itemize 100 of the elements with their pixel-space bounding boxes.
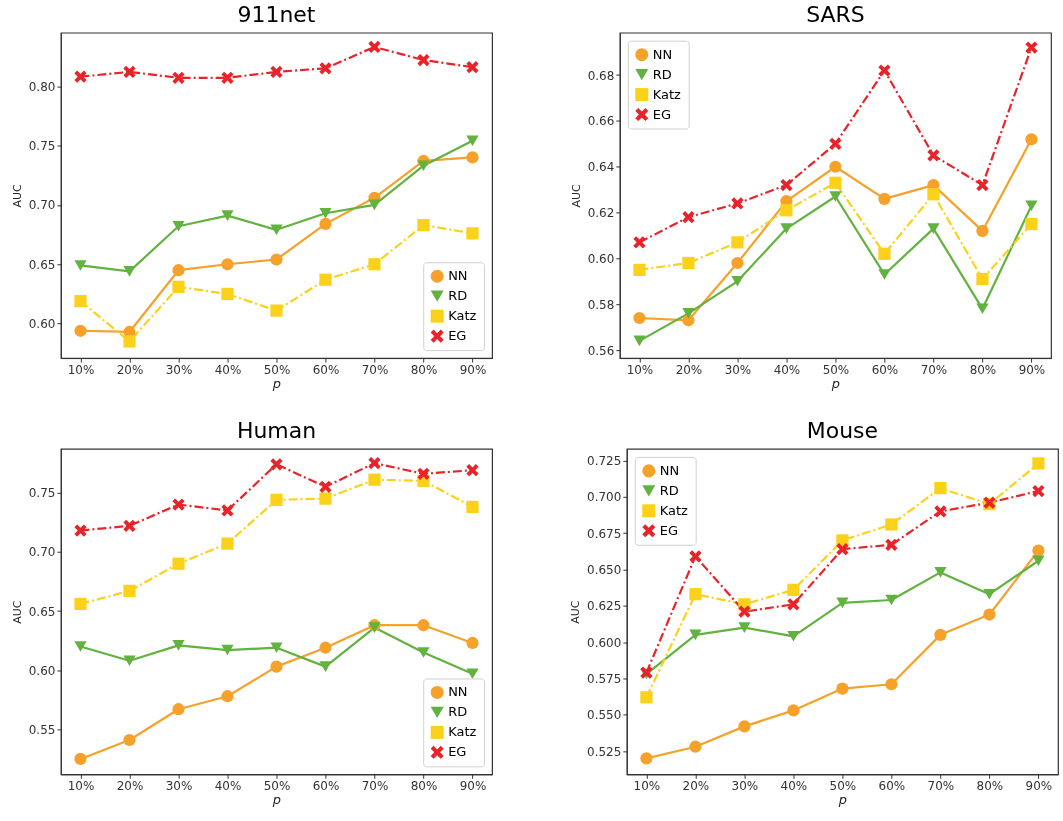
point xyxy=(172,280,185,293)
point xyxy=(319,661,332,672)
y-axis-title: AUC xyxy=(10,183,24,208)
chart-title: Mouse xyxy=(806,417,879,443)
point xyxy=(466,151,479,164)
legend-label: Katz xyxy=(652,86,682,102)
x-tick-label: 50% xyxy=(263,778,291,793)
point xyxy=(221,537,234,550)
point xyxy=(934,482,947,495)
point xyxy=(417,467,430,480)
x-tick-label: 60% xyxy=(312,362,340,377)
point xyxy=(836,682,849,695)
x-tick-label: 80% xyxy=(969,362,997,377)
point xyxy=(74,70,87,83)
legend-label: EG xyxy=(652,106,672,122)
point xyxy=(466,668,479,680)
point xyxy=(270,642,283,653)
point xyxy=(682,256,695,270)
point xyxy=(927,149,940,162)
point xyxy=(74,597,87,611)
y-axis-title: AUC xyxy=(569,183,583,208)
y-axis-title: AUC xyxy=(569,600,583,624)
point xyxy=(172,498,185,511)
point xyxy=(270,65,283,78)
point xyxy=(878,247,891,260)
point xyxy=(878,192,891,205)
y-tick-label: 0.56 xyxy=(587,343,615,358)
x-tick-label: 70% xyxy=(920,362,948,377)
point xyxy=(172,703,185,716)
y-tick-label: 0.60 xyxy=(587,251,615,266)
x-tick-label: 40% xyxy=(773,362,801,377)
point xyxy=(1032,544,1045,557)
x-axis-title: p xyxy=(271,791,282,807)
point xyxy=(123,733,136,747)
y-tick-label: 0.55 xyxy=(28,722,56,737)
y-tick-label: 0.58 xyxy=(587,297,615,312)
point xyxy=(829,137,842,150)
point xyxy=(172,220,185,232)
point xyxy=(976,272,989,286)
x-axis-title: p xyxy=(271,375,282,391)
point xyxy=(1032,555,1045,567)
y-tick-label: 0.650 xyxy=(587,562,622,577)
point xyxy=(885,678,898,691)
point xyxy=(319,217,332,230)
point xyxy=(123,266,136,277)
point xyxy=(731,197,744,210)
point xyxy=(319,207,332,219)
point xyxy=(270,253,283,266)
y-tick-label: 0.75 xyxy=(28,486,56,501)
y-tick-label: 0.575 xyxy=(587,671,622,686)
point xyxy=(640,691,653,704)
point xyxy=(270,458,283,471)
y-tick-label: 0.725 xyxy=(587,454,622,469)
x-tick-label: 10% xyxy=(633,778,661,793)
legend-label: Katz xyxy=(448,308,477,324)
point xyxy=(836,597,849,609)
x-tick-label: 50% xyxy=(829,778,857,793)
legend-label: NN xyxy=(448,268,468,284)
point xyxy=(270,660,283,673)
point xyxy=(466,135,479,147)
point xyxy=(885,594,898,606)
x-tick-label: 60% xyxy=(878,778,906,793)
y-tick-label: 0.700 xyxy=(587,490,622,505)
legend-label: Katz xyxy=(448,724,477,740)
point xyxy=(927,188,940,201)
legend-label: RD xyxy=(448,704,468,720)
point xyxy=(368,473,381,486)
point xyxy=(221,504,234,517)
point xyxy=(172,640,185,651)
point xyxy=(417,160,430,171)
x-tick-label: 80% xyxy=(410,362,438,377)
point xyxy=(319,273,332,286)
y-tick-label: 0.66 xyxy=(587,114,615,129)
y-tick-label: 0.70 xyxy=(28,198,56,213)
x-tick-label: 20% xyxy=(116,778,144,793)
point xyxy=(1032,484,1045,498)
y-tick-label: 0.60 xyxy=(28,663,56,678)
legend-label: RD xyxy=(659,482,679,498)
point xyxy=(787,583,800,596)
point xyxy=(74,324,87,337)
y-tick-label: 0.65 xyxy=(28,604,56,619)
point xyxy=(74,752,87,766)
point xyxy=(976,224,989,238)
point xyxy=(983,608,996,621)
point xyxy=(417,647,430,658)
point xyxy=(829,191,842,202)
point xyxy=(123,65,136,78)
point xyxy=(221,258,234,271)
point xyxy=(780,223,793,234)
x-tick-label: 30% xyxy=(165,778,193,793)
point xyxy=(417,218,430,232)
point xyxy=(123,584,136,598)
legend-label: NN xyxy=(448,684,468,700)
chart-title: SARS xyxy=(806,1,865,27)
point xyxy=(221,644,234,656)
y-tick-label: 0.600 xyxy=(587,635,622,650)
point xyxy=(270,304,283,317)
point xyxy=(417,619,430,632)
point xyxy=(878,269,891,280)
point xyxy=(682,211,695,224)
